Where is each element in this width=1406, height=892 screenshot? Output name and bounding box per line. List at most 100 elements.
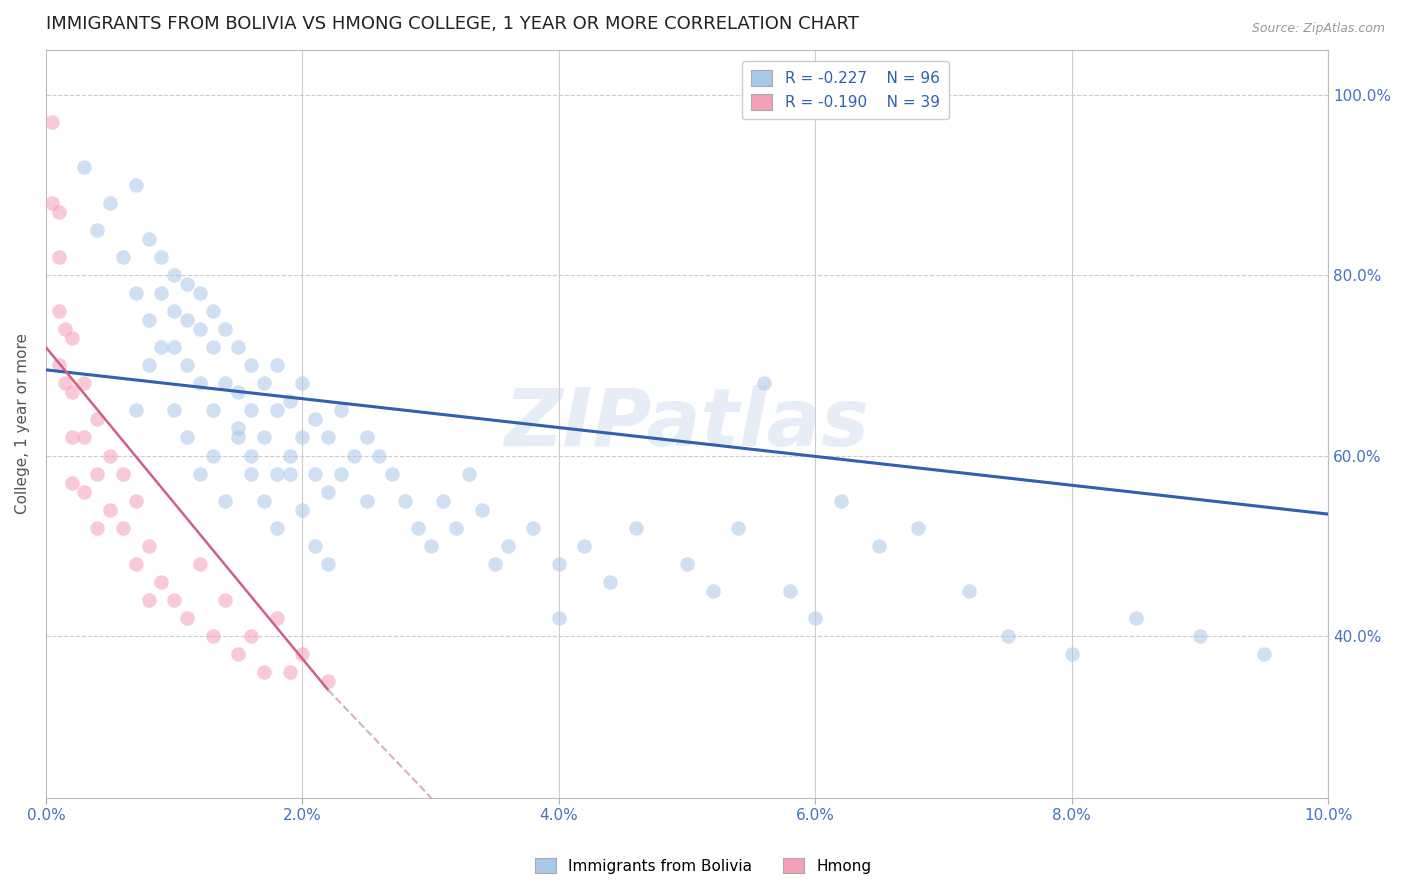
Point xyxy=(997,629,1019,643)
Point xyxy=(356,493,378,508)
Point xyxy=(291,502,314,516)
Point xyxy=(86,223,108,237)
Point xyxy=(304,467,326,481)
Point xyxy=(98,449,121,463)
Point xyxy=(226,385,249,400)
Point xyxy=(138,592,160,607)
Point xyxy=(471,502,494,516)
Point xyxy=(48,359,70,373)
Point xyxy=(624,521,647,535)
Point xyxy=(188,286,211,301)
Point xyxy=(278,394,301,409)
Point xyxy=(329,403,352,417)
Text: IMMIGRANTS FROM BOLIVIA VS HMONG COLLEGE, 1 YEAR OR MORE CORRELATION CHART: IMMIGRANTS FROM BOLIVIA VS HMONG COLLEGE… xyxy=(46,15,859,33)
Point xyxy=(547,611,569,625)
Point xyxy=(316,484,339,499)
Point xyxy=(125,403,148,417)
Point xyxy=(240,449,263,463)
Point xyxy=(138,359,160,373)
Point xyxy=(240,467,263,481)
Point xyxy=(253,376,276,391)
Point xyxy=(446,521,468,535)
Legend: Immigrants from Bolivia, Hmong: Immigrants from Bolivia, Hmong xyxy=(529,852,877,880)
Point xyxy=(60,430,83,444)
Point xyxy=(163,304,186,318)
Text: ZIPatlas: ZIPatlas xyxy=(505,385,869,463)
Point xyxy=(278,449,301,463)
Point xyxy=(253,493,276,508)
Point xyxy=(1253,647,1275,661)
Point xyxy=(329,467,352,481)
Point xyxy=(574,539,596,553)
Point xyxy=(368,449,391,463)
Point xyxy=(201,340,224,354)
Point xyxy=(304,539,326,553)
Point xyxy=(73,430,96,444)
Point xyxy=(176,359,198,373)
Point xyxy=(48,304,70,318)
Point xyxy=(60,385,83,400)
Point xyxy=(291,430,314,444)
Point xyxy=(86,467,108,481)
Point xyxy=(111,521,134,535)
Point xyxy=(60,331,83,345)
Point xyxy=(60,475,83,490)
Point xyxy=(266,359,288,373)
Point xyxy=(41,115,63,129)
Point xyxy=(406,521,429,535)
Point xyxy=(278,665,301,679)
Point xyxy=(188,376,211,391)
Point xyxy=(291,376,314,391)
Point xyxy=(253,430,276,444)
Point xyxy=(163,268,186,283)
Point xyxy=(458,467,481,481)
Point xyxy=(138,232,160,246)
Point xyxy=(356,430,378,444)
Point xyxy=(266,403,288,417)
Point xyxy=(98,196,121,211)
Point xyxy=(599,574,621,589)
Point xyxy=(830,493,852,508)
Point xyxy=(907,521,929,535)
Point xyxy=(150,574,173,589)
Point xyxy=(111,250,134,264)
Point xyxy=(73,376,96,391)
Point xyxy=(214,592,236,607)
Point xyxy=(779,583,801,598)
Point xyxy=(125,286,148,301)
Point xyxy=(150,340,173,354)
Point xyxy=(176,277,198,292)
Point xyxy=(201,629,224,643)
Point xyxy=(727,521,749,535)
Point xyxy=(381,467,404,481)
Point xyxy=(188,467,211,481)
Point xyxy=(291,647,314,661)
Point xyxy=(676,557,699,571)
Point xyxy=(53,376,76,391)
Point xyxy=(484,557,506,571)
Point xyxy=(316,557,339,571)
Point xyxy=(138,539,160,553)
Point xyxy=(266,611,288,625)
Point xyxy=(343,449,366,463)
Point xyxy=(214,376,236,391)
Point xyxy=(150,286,173,301)
Point xyxy=(419,539,441,553)
Point xyxy=(86,521,108,535)
Point xyxy=(86,412,108,426)
Point xyxy=(150,250,173,264)
Point xyxy=(98,502,121,516)
Legend: R = -0.227    N = 96, R = -0.190    N = 39: R = -0.227 N = 96, R = -0.190 N = 39 xyxy=(742,62,949,120)
Point xyxy=(957,583,980,598)
Point xyxy=(496,539,519,553)
Point xyxy=(188,322,211,336)
Point xyxy=(163,403,186,417)
Point xyxy=(240,403,263,417)
Point xyxy=(804,611,827,625)
Point xyxy=(266,467,288,481)
Point xyxy=(111,467,134,481)
Point xyxy=(138,313,160,327)
Point xyxy=(1125,611,1147,625)
Point xyxy=(1188,629,1211,643)
Point xyxy=(316,673,339,688)
